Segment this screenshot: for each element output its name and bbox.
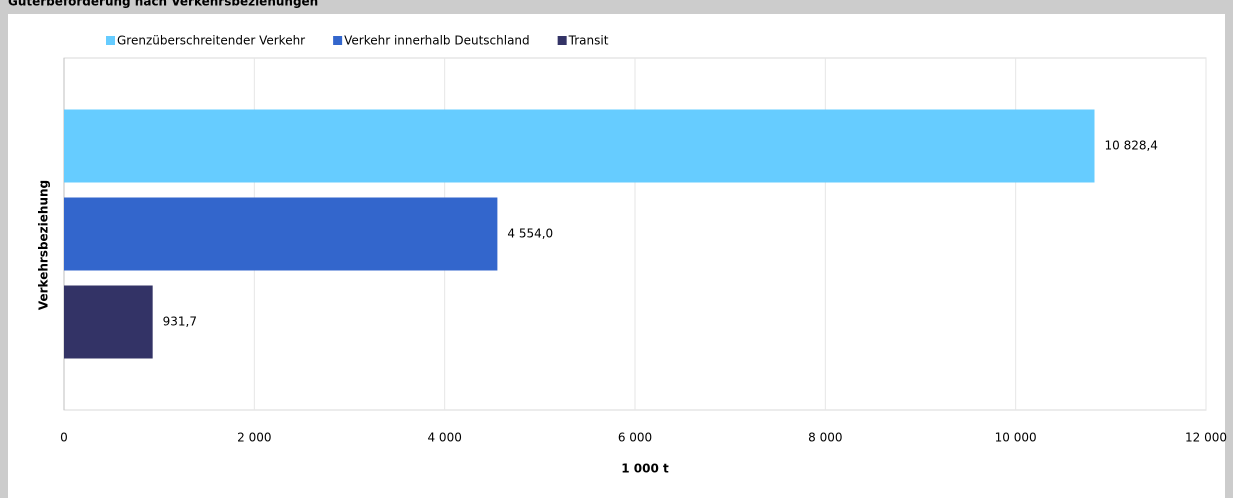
legend-label: Transit bbox=[568, 34, 609, 48]
x-axis-label: 1 000 t bbox=[621, 462, 669, 476]
data-label: 4 554,0 bbox=[507, 227, 553, 241]
bar bbox=[64, 285, 153, 359]
legend-swatch bbox=[106, 36, 115, 45]
legend-swatch bbox=[557, 36, 567, 45]
chart-title: Güterbeförderung nach Verkehrsbeziehunge… bbox=[8, 0, 318, 9]
bar bbox=[64, 109, 1095, 183]
legend-label: Grenzüberschreitender Verkehr bbox=[117, 34, 305, 48]
x-tick-label: 10 000 bbox=[995, 431, 1037, 445]
y-axis-label: Verkehrsbeziehung bbox=[37, 180, 51, 310]
x-tick-label: 8 000 bbox=[808, 431, 842, 445]
data-label: 931,7 bbox=[163, 315, 197, 329]
bar bbox=[64, 197, 498, 271]
x-tick-label: 2 000 bbox=[237, 431, 271, 445]
x-tick-label: 6 000 bbox=[618, 431, 652, 445]
legend-label: Verkehr innerhalb Deutschland bbox=[344, 34, 530, 48]
data-label: 10 828,4 bbox=[1105, 139, 1158, 153]
x-tick-label: 12 000 bbox=[1185, 431, 1227, 445]
legend-swatch bbox=[333, 36, 343, 45]
x-tick-label: 0 bbox=[60, 431, 68, 445]
x-tick-label: 4 000 bbox=[427, 431, 461, 445]
